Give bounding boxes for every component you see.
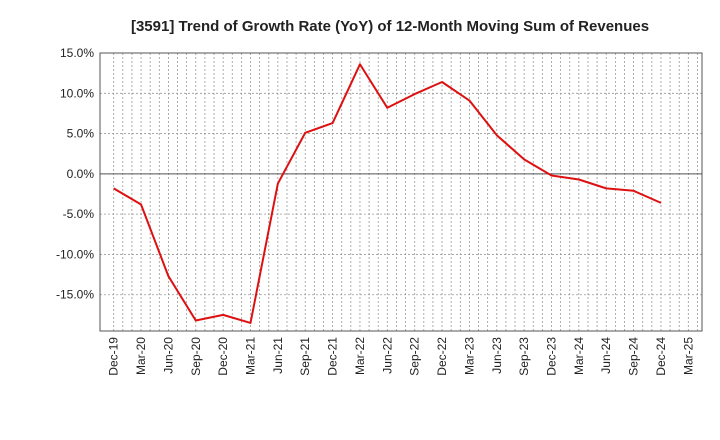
x-tick-label: Jun-21	[271, 337, 285, 374]
y-tick-label: -5.0%	[63, 207, 95, 221]
x-tick-label: Sep-23	[517, 337, 531, 376]
chart-title: [3591] Trend of Growth Rate (YoY) of 12-…	[131, 18, 649, 35]
series-group	[113, 63, 662, 324]
x-tick-label: Mar-21	[244, 337, 258, 375]
x-tick-label: Mar-20	[134, 337, 148, 375]
x-tick-label: Mar-23	[462, 337, 476, 375]
x-tick-label: Mar-25	[681, 337, 695, 375]
y-tick-label: -15.0%	[56, 288, 94, 302]
y-tick-label: 15.0%	[60, 46, 94, 60]
x-tick-label: Dec-24	[654, 337, 668, 376]
x-axis-ticks: Dec-19 Mar-20 Jun-20 Sep-20 Dec-20 Mar-21 Jun-…	[107, 337, 696, 376]
x-tick-label: Mar-22	[353, 337, 367, 375]
x-tick-label: Dec-22	[435, 337, 449, 376]
x-tick-label: Dec-19	[107, 337, 121, 376]
x-tick-label: Sep-20	[189, 337, 203, 376]
x-tick-label: Jun-24	[599, 337, 613, 374]
y-tick-label: -10.0%	[56, 247, 94, 261]
x-tick-label: Mar-24	[572, 337, 586, 375]
y-axis-ticks: 15.0% 10.0% 5.0% 0.0% -5.0% -10.0% -15.0%	[56, 46, 94, 302]
y-tick-label: 10.0%	[60, 86, 94, 100]
x-tick-label: Dec-23	[545, 337, 559, 376]
plot-area	[100, 53, 702, 331]
x-tick-label: Jun-23	[490, 337, 504, 374]
x-tick-label: Dec-20	[216, 337, 230, 376]
x-tick-label: Sep-24	[627, 337, 641, 376]
x-tick-label: Sep-22	[408, 337, 422, 376]
x-tick-label: Jun-20	[161, 337, 175, 374]
x-tick-label: Sep-21	[298, 337, 312, 376]
plot-frame	[99, 52, 703, 332]
x-tick-label: Dec-21	[326, 337, 340, 376]
x-tick-label: Jun-22	[380, 337, 394, 374]
y-tick-label: 5.0%	[67, 127, 95, 141]
y-tick-label: 0.0%	[67, 167, 95, 181]
